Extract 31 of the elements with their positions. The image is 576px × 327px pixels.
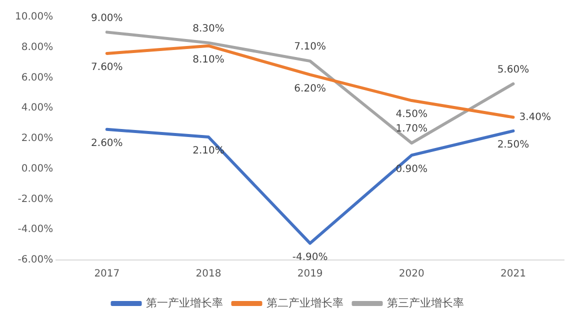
data-label: 6.20% bbox=[294, 83, 326, 94]
legend-label: 第二产业增长率 bbox=[266, 296, 344, 310]
data-label: 2.60% bbox=[91, 138, 123, 149]
data-label: 8.10% bbox=[192, 54, 224, 66]
x-tick-label: 2021 bbox=[500, 268, 526, 280]
y-tick-label: 10.00% bbox=[14, 12, 54, 23]
data-label: 4.50% bbox=[396, 109, 428, 120]
data-label: 0.90% bbox=[396, 164, 428, 175]
legend-label: 第一产业增长率 bbox=[146, 296, 223, 310]
y-tick-label: 0.00% bbox=[21, 163, 54, 174]
x-tick-label: 2018 bbox=[196, 268, 222, 280]
data-label: 7.10% bbox=[294, 42, 326, 53]
y-tick-label: -2.00% bbox=[18, 194, 54, 205]
y-tick-label: -4.00% bbox=[18, 224, 54, 236]
y-tick-label: 8.00% bbox=[21, 42, 54, 53]
data-label: 2.50% bbox=[497, 140, 530, 150]
data-label: 9.00% bbox=[91, 12, 123, 24]
x-tick-label: 2017 bbox=[94, 268, 120, 280]
y-tick-label: 2.00% bbox=[21, 133, 54, 144]
x-tick-label: 2019 bbox=[297, 268, 323, 280]
legend-label: 第三产业增长率 bbox=[386, 296, 464, 310]
y-tick-label: 4.00% bbox=[21, 102, 54, 114]
y-tick-label: 6.00% bbox=[21, 72, 54, 84]
data-label: -4.90% bbox=[292, 252, 328, 263]
data-label: 8.30% bbox=[192, 23, 224, 34]
data-label: 7.60% bbox=[91, 62, 123, 74]
data-label: 1.70% bbox=[396, 124, 428, 135]
y-tick-label: -6.00% bbox=[18, 254, 54, 266]
data-label: 3.40% bbox=[519, 112, 551, 123]
data-label: 5.60% bbox=[497, 64, 530, 76]
x-tick-label: 2020 bbox=[398, 268, 424, 280]
